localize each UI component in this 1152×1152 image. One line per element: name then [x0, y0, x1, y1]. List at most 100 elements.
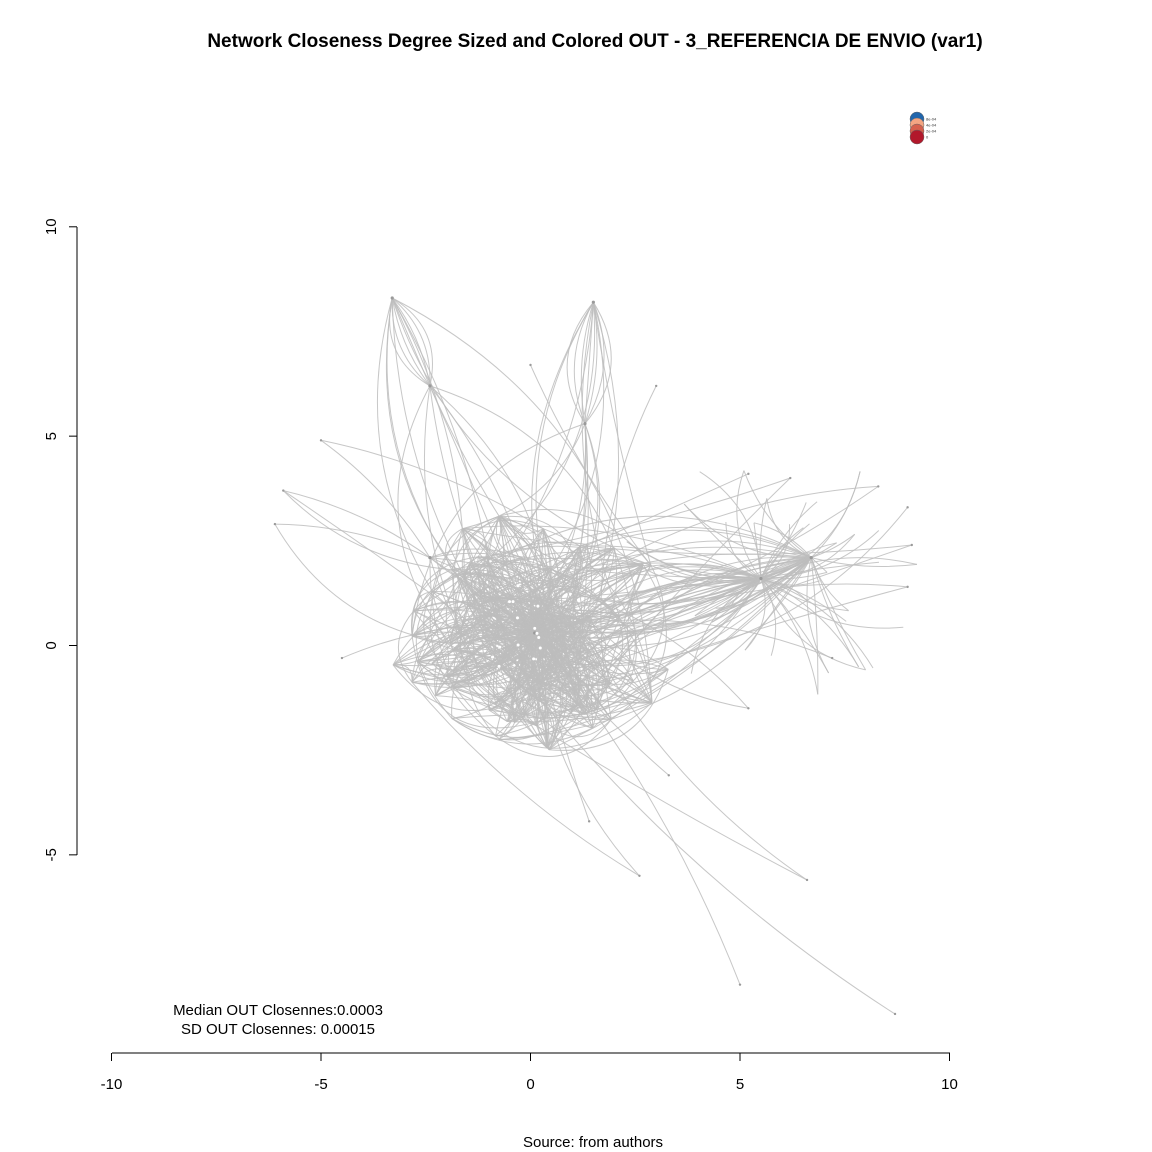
- edge: [389, 297, 431, 387]
- edge: [576, 586, 908, 691]
- network-node: [532, 657, 536, 661]
- edge: [736, 470, 762, 579]
- edge: [581, 302, 621, 617]
- edge: [628, 578, 762, 616]
- edge: [592, 302, 652, 566]
- edge: [429, 385, 521, 602]
- edge: [391, 297, 465, 579]
- x-tick-label: 10: [941, 1076, 958, 1093]
- edge: [431, 562, 762, 664]
- edge: [391, 297, 431, 387]
- edge: [429, 385, 516, 649]
- network-node: [319, 439, 323, 442]
- edge: [468, 563, 498, 598]
- edge: [391, 297, 431, 387]
- network-node: [805, 878, 809, 882]
- edge: [806, 557, 830, 674]
- network-node: [516, 584, 520, 588]
- edge: [461, 516, 500, 605]
- edge: [482, 546, 812, 620]
- edge: [536, 725, 808, 881]
- edge: [452, 632, 536, 656]
- edge: [451, 714, 612, 720]
- edge: [386, 297, 458, 575]
- edge: [533, 615, 640, 877]
- network-node: [498, 645, 502, 649]
- edge: [592, 557, 812, 729]
- edge: [391, 297, 431, 386]
- edge: [411, 635, 517, 682]
- network-node: [893, 1012, 897, 1016]
- edge: [514, 632, 541, 723]
- edge: [760, 501, 818, 579]
- network-node: [533, 631, 537, 635]
- edge: [542, 528, 808, 881]
- network-node: [583, 421, 587, 426]
- edge: [810, 471, 861, 558]
- edge: [274, 523, 450, 644]
- network-node: [497, 664, 501, 668]
- network-node: [638, 874, 641, 877]
- edge: [416, 302, 594, 662]
- x-axis: -10 -5 0 5 10: [101, 1052, 958, 1093]
- x-tick-label: -10: [101, 1076, 123, 1093]
- edge: [596, 557, 812, 710]
- network-node: [906, 585, 909, 589]
- edge: [282, 490, 452, 571]
- edge: [533, 547, 618, 692]
- network-node: [515, 616, 519, 620]
- edge: [543, 557, 812, 646]
- network-node: [910, 543, 913, 547]
- network-edges: [274, 297, 918, 1015]
- network-node: [340, 656, 344, 660]
- edge: [514, 485, 879, 649]
- edge: [576, 477, 791, 707]
- edge: [451, 718, 593, 745]
- edge: [711, 578, 762, 623]
- x-tick-label: -5: [314, 1076, 327, 1093]
- y-ticks: 10 5 0 -5: [43, 218, 77, 862]
- edge: [452, 635, 496, 650]
- edge: [810, 557, 828, 573]
- edge: [456, 573, 749, 709]
- y-axis: 10 5 0 -5: [43, 218, 78, 862]
- network-node: [282, 489, 285, 492]
- edge: [628, 556, 812, 616]
- edge: [467, 578, 762, 639]
- edge: [580, 302, 594, 424]
- edge: [413, 556, 488, 612]
- edge: [573, 569, 762, 629]
- edge: [533, 485, 879, 616]
- edge: [708, 578, 762, 599]
- edge: [416, 661, 669, 719]
- network-node: [536, 604, 540, 608]
- edge: [488, 563, 670, 776]
- x-tick-label: 5: [736, 1076, 744, 1093]
- edge: [519, 601, 535, 634]
- edge: [429, 557, 550, 751]
- edge: [413, 578, 762, 612]
- edge: [429, 557, 568, 649]
- edge: [429, 548, 523, 559]
- edge: [495, 718, 612, 757]
- network-node: [830, 656, 834, 660]
- network-node: [507, 600, 511, 604]
- edge: [416, 577, 465, 662]
- edge: [423, 385, 516, 723]
- edge: [744, 557, 812, 651]
- edge: [392, 629, 582, 709]
- network-node: [516, 643, 520, 647]
- source-caption: Source: from authors: [523, 1134, 663, 1151]
- edge: [760, 578, 847, 622]
- edge: [429, 385, 572, 618]
- edge: [411, 636, 545, 729]
- edge: [391, 297, 433, 387]
- edge: [760, 533, 856, 580]
- network-node: [738, 983, 742, 986]
- edge: [690, 578, 762, 674]
- edge: [516, 544, 912, 682]
- edge: [411, 681, 640, 877]
- edge: [429, 385, 636, 632]
- edge: [341, 626, 456, 659]
